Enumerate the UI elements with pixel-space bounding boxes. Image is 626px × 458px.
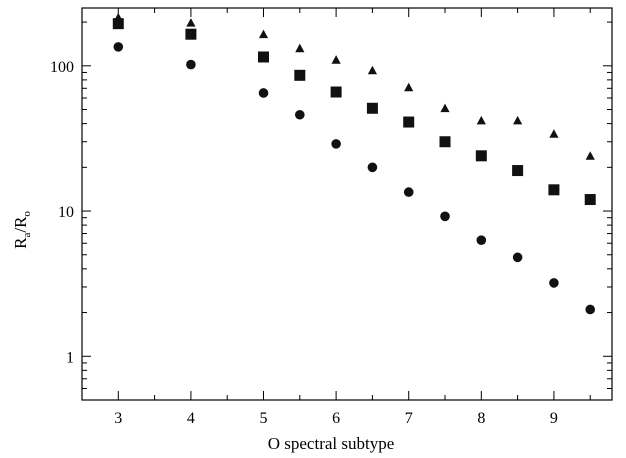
data-point-square: [403, 116, 415, 128]
y-tick-label: 1: [66, 349, 74, 366]
data-point-triangle: [331, 55, 341, 64]
x-tick-label: 3: [114, 410, 122, 427]
y-tick-label: 100: [50, 59, 74, 76]
data-point-triangle: [258, 29, 269, 39]
y-axis-ticks: 1 10 100: [50, 21, 612, 401]
data-point-circle: [549, 278, 559, 288]
data-point-square: [112, 18, 124, 30]
y-axis-label: Ra/Ro: [11, 211, 33, 249]
data-point-square: [475, 150, 487, 162]
data-point-triangle: [186, 18, 196, 27]
data-point-circle: [258, 88, 269, 98]
x-tick-label: 9: [550, 410, 558, 427]
data-point-triangle: [585, 151, 595, 160]
x-tick-label: 4: [187, 410, 195, 427]
data-point-circle: [512, 252, 523, 263]
data-point-square: [366, 102, 378, 114]
data-point-circle: [331, 139, 341, 149]
data-point-triangle: [404, 82, 414, 92]
data-point-circle: [186, 59, 196, 70]
x-tick-label: 6: [332, 410, 340, 427]
data-point-square: [294, 69, 306, 81]
y-axis-label-main: R: [11, 237, 30, 249]
plot-border: [81, 7, 613, 401]
series-circle: [113, 42, 596, 315]
series-square: [112, 18, 596, 206]
x-axis-label: O spectral subtype: [268, 434, 395, 453]
plot-frame: [81, 7, 613, 401]
data-point-circle: [367, 162, 378, 173]
data-point-circle: [295, 109, 305, 120]
data-point-circle: [113, 42, 124, 52]
data-point-triangle: [549, 129, 559, 138]
x-tick-label: 5: [260, 410, 268, 427]
data-point-square: [548, 184, 560, 196]
y-axis-label-subscript-2: o: [21, 211, 33, 217]
data-point-square: [439, 136, 451, 148]
data-point-circle: [403, 187, 414, 197]
data-point-circle: [585, 304, 596, 315]
x-tick-label: 8: [477, 410, 485, 427]
data-point-square: [185, 28, 197, 40]
data-point-triangle: [367, 65, 378, 75]
data-markers: [112, 12, 596, 315]
data-point-square: [584, 194, 596, 206]
series-triangle: [113, 12, 595, 160]
data-point-circle: [440, 211, 450, 222]
data-point-circle: [476, 235, 487, 245]
y-tick-label: 10: [58, 204, 74, 221]
data-point-triangle: [295, 43, 305, 53]
data-point-square: [258, 51, 270, 63]
data-point-square: [512, 165, 524, 177]
data-point-triangle: [476, 115, 486, 125]
y-axis-label-subscript-1: a: [21, 233, 33, 238]
data-point-triangle: [513, 115, 523, 125]
x-axis-ticks: 3 4 5 6 7 8 9: [81, 8, 591, 427]
y-axis-label-middle: /R: [11, 216, 30, 233]
data-point-triangle: [440, 103, 450, 113]
data-point-square: [330, 86, 342, 98]
x-tick-label: 7: [405, 410, 413, 427]
